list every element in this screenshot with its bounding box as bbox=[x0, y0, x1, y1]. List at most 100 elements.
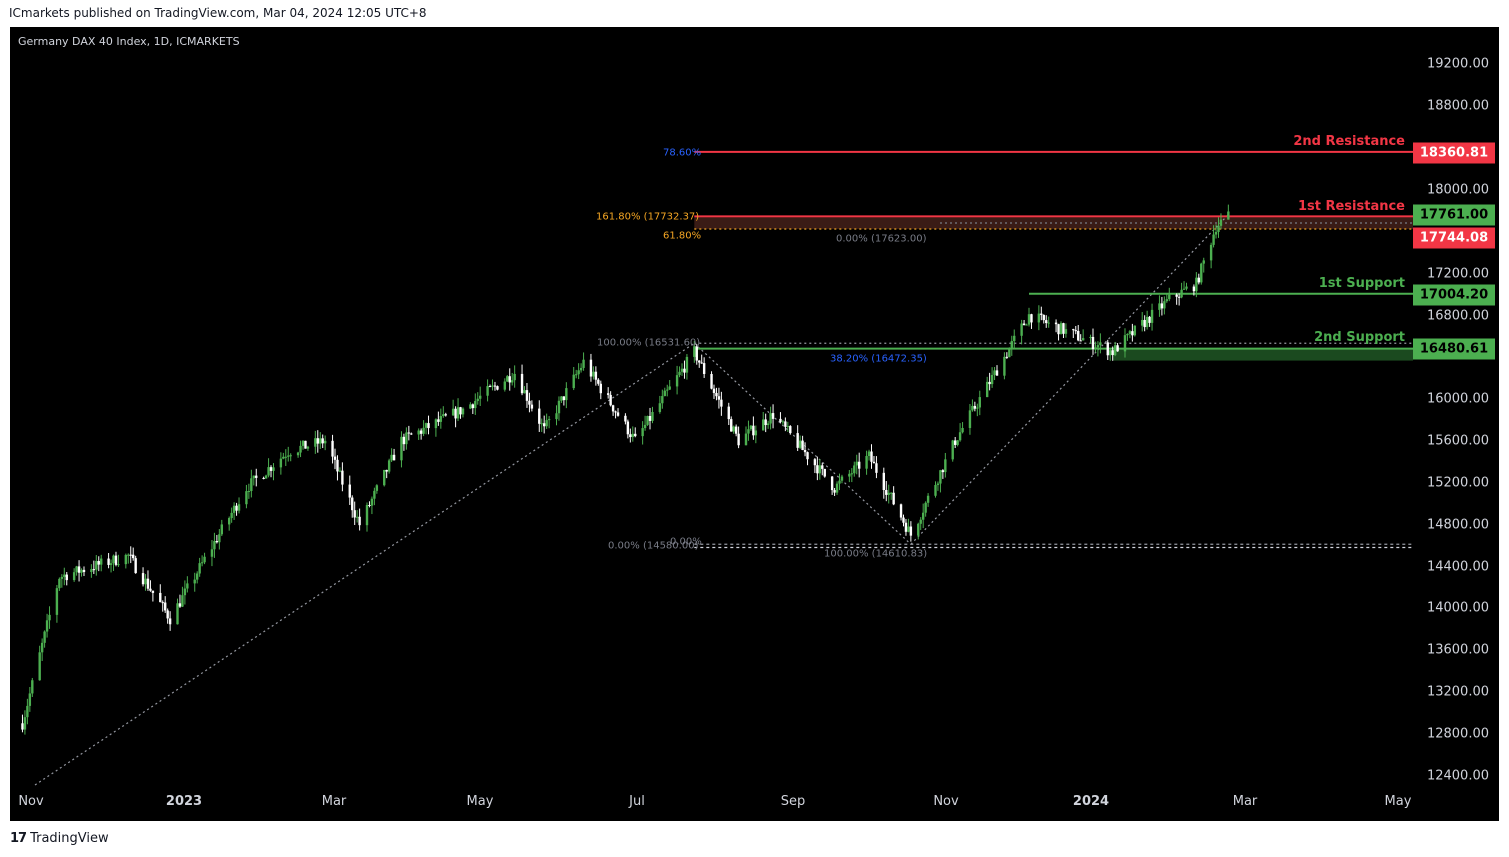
candle-up bbox=[838, 480, 841, 484]
candle-up bbox=[1182, 288, 1186, 290]
candle-down bbox=[321, 438, 324, 444]
candle-up bbox=[314, 438, 317, 447]
fib-label-100-16531: 100.00% (16531.60) bbox=[597, 337, 701, 349]
candle-up bbox=[503, 381, 507, 390]
candle-up bbox=[1027, 314, 1031, 325]
candle-down bbox=[1022, 323, 1026, 326]
candle-down bbox=[1091, 336, 1095, 350]
candle-up bbox=[80, 569, 83, 573]
candle-down bbox=[683, 368, 686, 373]
level-name-2nd-support: 2nd Support bbox=[1314, 330, 1405, 345]
candle-down bbox=[909, 526, 913, 536]
candle-down bbox=[806, 452, 809, 460]
candle-up bbox=[247, 491, 251, 493]
candle-down bbox=[885, 489, 888, 495]
candle-up bbox=[1217, 225, 1220, 232]
candle-down bbox=[629, 434, 632, 438]
candle-down bbox=[336, 459, 339, 472]
candle-down bbox=[562, 396, 566, 401]
candle-up bbox=[762, 419, 765, 431]
x-tick: Jul bbox=[629, 794, 645, 809]
candle-up bbox=[921, 512, 925, 520]
level-name-1st-support: 1st Support bbox=[1318, 276, 1405, 291]
candle-down bbox=[1192, 286, 1196, 292]
candle-up bbox=[63, 574, 66, 577]
brand-name: TradingView bbox=[30, 831, 109, 846]
candle-up bbox=[1150, 309, 1154, 323]
candle-up bbox=[1064, 329, 1068, 334]
candle-up bbox=[373, 490, 376, 499]
candle-up bbox=[232, 505, 236, 513]
fib-label-38-2: 38.20% (16472.35) bbox=[830, 353, 927, 365]
candle-down bbox=[168, 618, 172, 625]
candle-up bbox=[907, 526, 910, 532]
price-tag-1st-support: 17004.20 bbox=[1413, 284, 1495, 306]
candle-down bbox=[870, 451, 873, 462]
candle-down bbox=[899, 504, 903, 518]
footer-brand[interactable]: 17 TradingView bbox=[10, 831, 109, 846]
candle-up bbox=[961, 427, 964, 433]
candle-up bbox=[456, 407, 460, 419]
candle-up bbox=[1145, 316, 1149, 328]
candle-up bbox=[1113, 345, 1117, 356]
candle-down bbox=[215, 541, 219, 543]
fib-label-78-6: 78.60% bbox=[663, 147, 702, 159]
candle-down bbox=[882, 472, 886, 490]
candle-down bbox=[594, 371, 598, 380]
candle-down bbox=[255, 475, 258, 478]
chart-pane[interactable]: Germany DAX 40 Index, 1D, ICMARKETS 1920… bbox=[10, 27, 1499, 821]
candle-up bbox=[220, 524, 224, 535]
candle-up bbox=[1209, 244, 1213, 261]
price-tag-1st-resistance: 17744.08 bbox=[1413, 227, 1495, 249]
candle-down bbox=[407, 432, 411, 434]
candle-up bbox=[200, 562, 204, 564]
candle-up bbox=[1133, 325, 1137, 336]
candle-up bbox=[506, 376, 509, 382]
candle-down bbox=[134, 558, 137, 574]
candle-down bbox=[730, 419, 733, 432]
candle-up bbox=[939, 470, 942, 484]
candle-down bbox=[178, 603, 182, 607]
candle-up bbox=[1212, 234, 1215, 245]
candle-down bbox=[710, 373, 713, 389]
candle-up bbox=[355, 516, 359, 518]
fib-label-0-17623: 0.00% (17623.00) bbox=[836, 233, 927, 245]
candle-down bbox=[872, 461, 876, 464]
candle-up bbox=[944, 459, 947, 473]
candle-up bbox=[230, 512, 233, 519]
candle-up bbox=[112, 555, 115, 564]
candle-up bbox=[1214, 231, 1218, 235]
resistance-zone bbox=[694, 217, 1413, 230]
candle-up bbox=[643, 424, 647, 429]
candle-up bbox=[1081, 338, 1085, 341]
price-chart[interactable] bbox=[10, 27, 1499, 821]
fib-label-0-14580: 0.00% (14580.00) bbox=[608, 540, 699, 552]
candle-up bbox=[424, 423, 428, 428]
candle-down bbox=[941, 470, 945, 473]
candle-up bbox=[323, 440, 327, 444]
candle-down bbox=[351, 497, 354, 511]
candle-up bbox=[968, 410, 972, 428]
candle-down bbox=[538, 408, 541, 424]
candle-up bbox=[1096, 345, 1100, 348]
candle-down bbox=[166, 610, 169, 619]
candle-up bbox=[781, 421, 785, 423]
candle-up bbox=[299, 445, 302, 453]
candle-down bbox=[151, 590, 155, 593]
candle-up bbox=[144, 578, 147, 585]
trend-line-long bbox=[34, 342, 695, 786]
candle-up bbox=[818, 465, 822, 474]
y-tick: 18000.00 bbox=[1426, 182, 1489, 198]
candle-up bbox=[38, 652, 41, 681]
candle-up bbox=[1025, 324, 1028, 326]
candle-up bbox=[95, 561, 98, 570]
candle-down bbox=[752, 425, 755, 436]
y-tick: 14400.00 bbox=[1426, 559, 1489, 575]
candle-up bbox=[565, 388, 568, 401]
candle-up bbox=[127, 554, 130, 556]
candle-up bbox=[855, 461, 858, 466]
candle-down bbox=[715, 392, 718, 397]
x-tick: Mar bbox=[1232, 794, 1258, 809]
candle-down bbox=[1106, 342, 1109, 356]
candle-down bbox=[727, 406, 730, 420]
